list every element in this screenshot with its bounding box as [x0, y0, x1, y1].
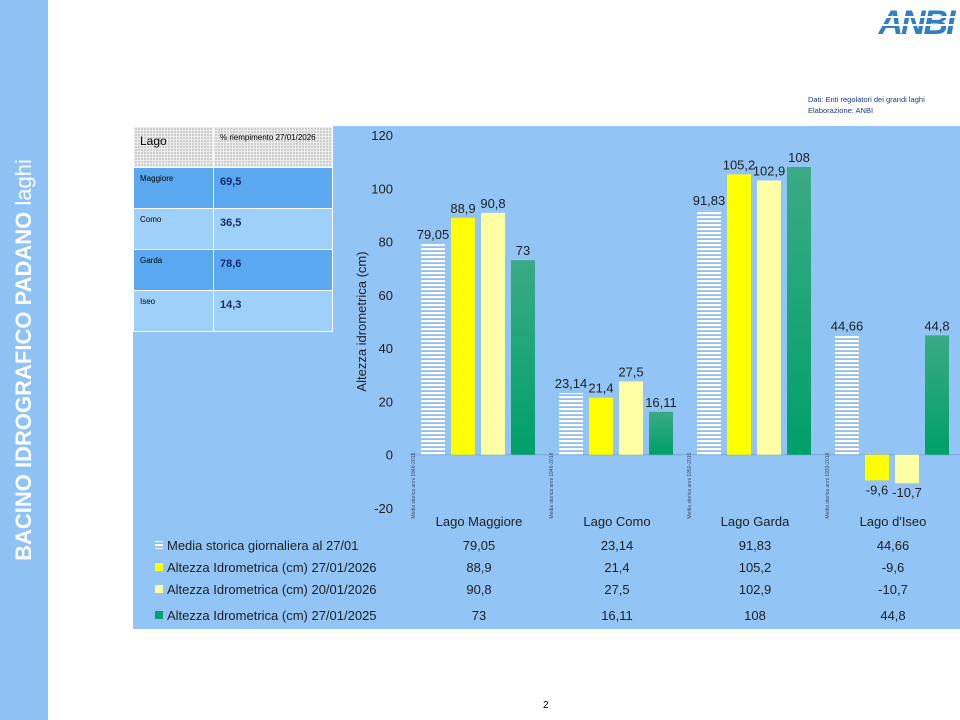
table-header-lake: Lago [133, 126, 214, 168]
data-source: Dati: Enti regolatori dei grandi laghi E… [808, 94, 925, 116]
table-cell-fill: 36,5 [213, 208, 333, 250]
table-cell-fill: 14,3 [213, 290, 333, 332]
left-sidebar [0, 0, 48, 720]
table-cell-fill: 78,6 [213, 249, 333, 291]
side-title-bold: BACINO IDROGRAFICO PADANO [11, 211, 36, 561]
table-row: Garda 78,6 [133, 249, 333, 291]
table-cell-lake: Garda [133, 249, 214, 291]
source-line-1: Dati: Enti regolatori dei grandi laghi [808, 95, 925, 104]
table-row: Iseo 14,3 [133, 290, 333, 332]
table-cell-lake: Maggiore [133, 167, 214, 209]
table-cell-lake: Iseo [133, 290, 214, 332]
fill-percentage-table: Lago % riempimento 27/01/2026 Maggiore 6… [133, 126, 333, 332]
table-cell-lake: Como [133, 208, 214, 250]
table-header-row: Lago % riempimento 27/01/2026 [133, 126, 333, 168]
table-header-fill: % riempimento 27/01/2026 [213, 126, 333, 168]
page-number: 2 [543, 700, 549, 711]
table-row: Como 36,5 [133, 208, 333, 250]
anbi-logo-text: ANBI [877, 4, 956, 38]
side-title: BACINO IDROGRAFICO PADANO laghi [11, 159, 37, 561]
side-title-regular: laghi [11, 159, 36, 206]
table-cell-fill: 69,5 [213, 167, 333, 209]
source-line-2: Elaborazione: ANBI [808, 106, 874, 115]
anbi-logo: ANBI [876, 4, 956, 38]
table-row: Maggiore 69,5 [133, 167, 333, 209]
